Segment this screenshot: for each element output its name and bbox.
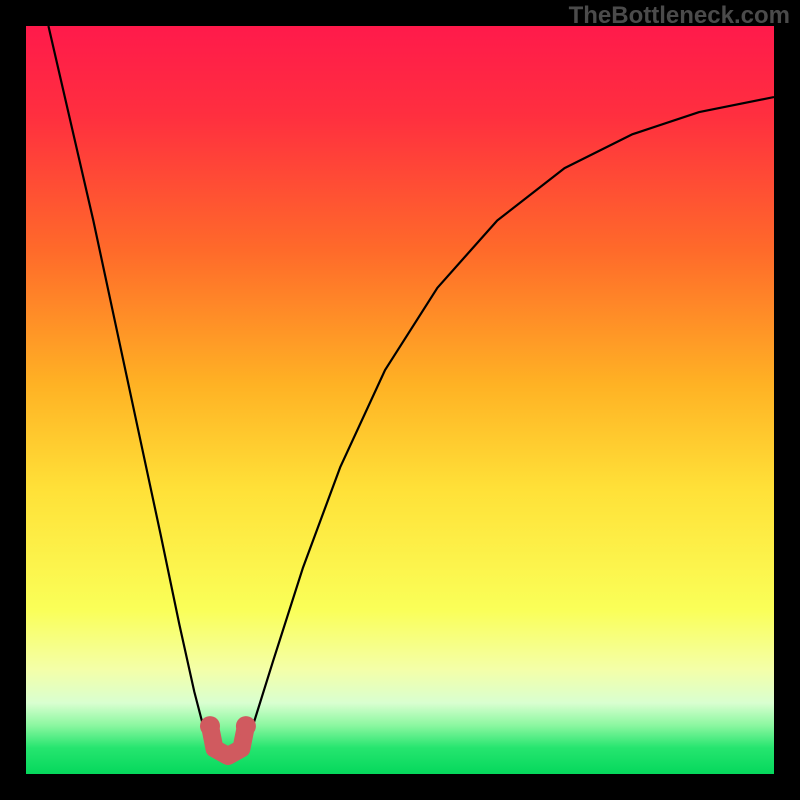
v-curve-left bbox=[48, 26, 211, 748]
watermark-text: TheBottleneck.com bbox=[569, 2, 790, 30]
plot-area bbox=[26, 26, 774, 774]
chart-frame: TheBottleneck.com bbox=[0, 0, 800, 800]
trough-dot-right bbox=[236, 716, 256, 736]
trough-dot-left bbox=[200, 716, 220, 736]
curve-layer bbox=[26, 26, 774, 774]
v-curve-right bbox=[244, 97, 774, 748]
